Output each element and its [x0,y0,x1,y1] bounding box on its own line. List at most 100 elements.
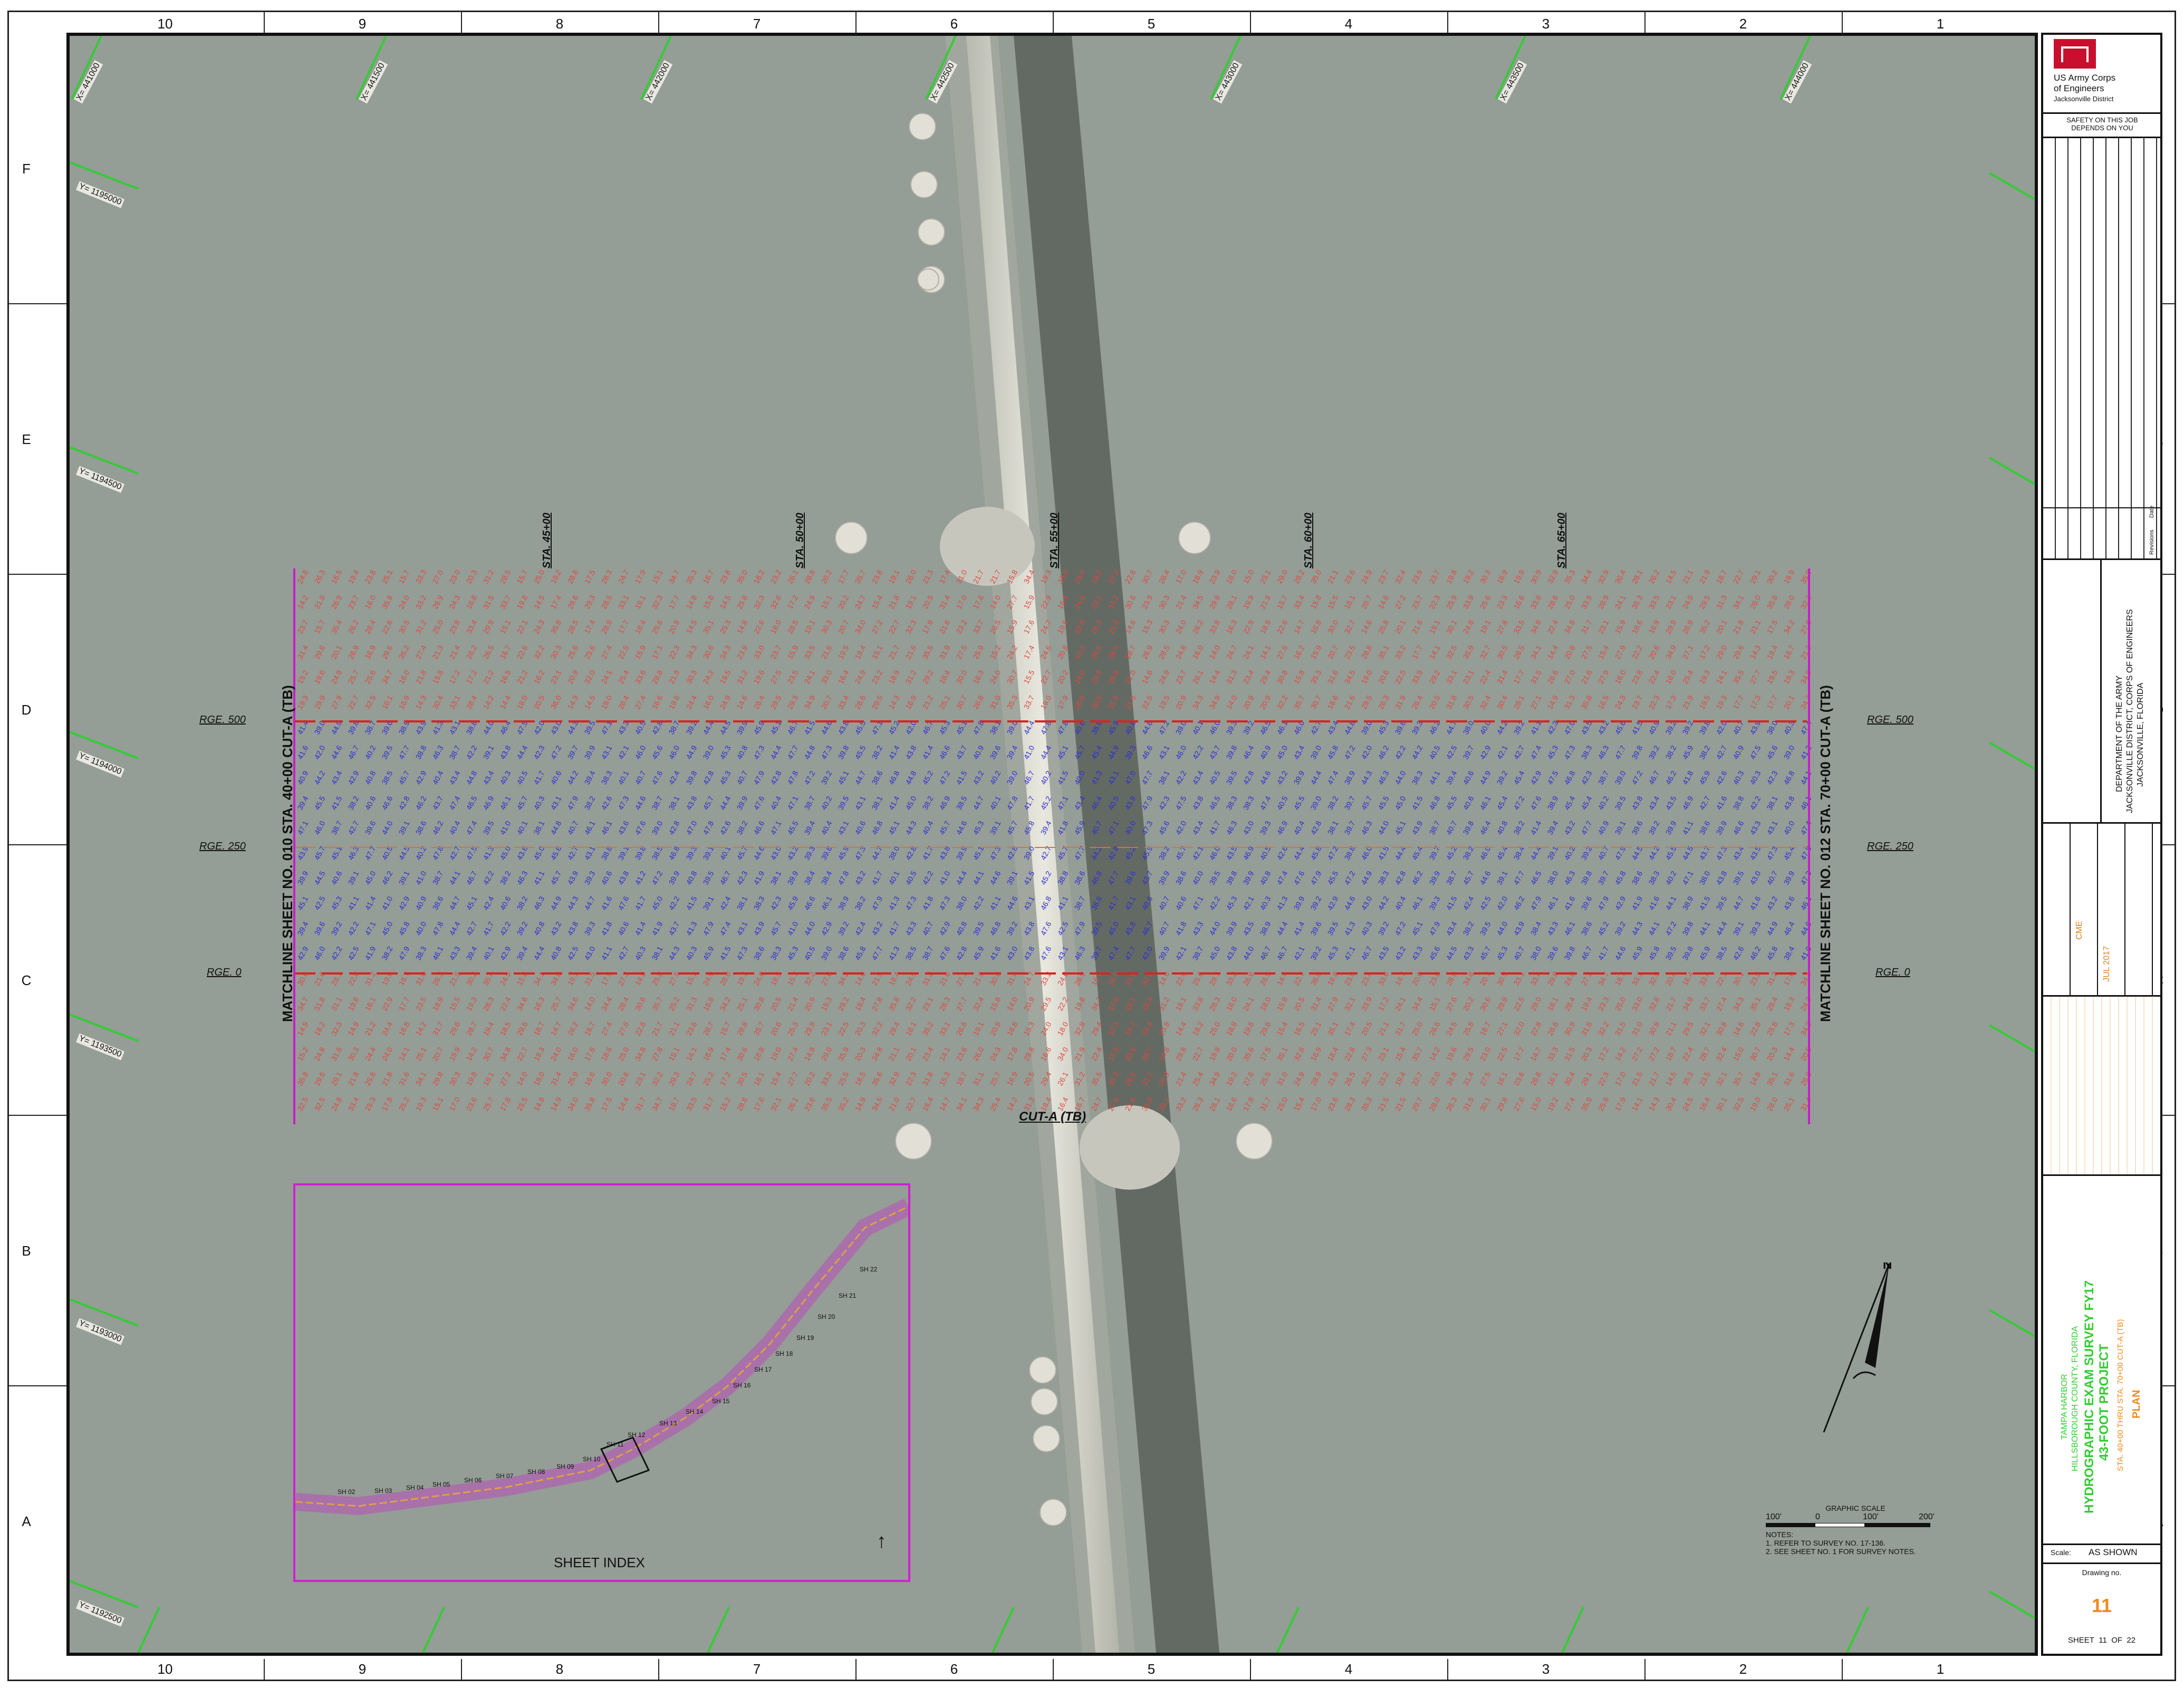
sounding: 38.0 [955,895,969,912]
sounding: 24.1 [1242,644,1256,661]
sounding: 45.6 [650,744,665,761]
sounding: 47.2 [1664,920,1678,937]
sounding: 27.5 [955,644,969,661]
station-label-65: STA. 65+00 [1556,513,1567,568]
sounding: 27.2 [870,619,884,635]
column-label: 6 [950,16,958,32]
sounding: 14.9 [532,1096,546,1113]
sounding: 35.1 [1748,996,1763,1012]
sounding: 23.6 [685,1020,699,1037]
sounding: 19.1 [1428,619,1442,635]
sounding: 25.0 [1613,996,1628,1012]
sounding: 43.2 [549,920,563,937]
sounding: 39.7 [1343,819,1357,836]
sounding: 47.6 [617,895,631,912]
sounding: 30.6 [701,644,716,661]
sounding: 29.3 [786,694,800,711]
sounding: 38.2 [735,819,749,836]
sheet-index-label: SH 20 [817,1313,835,1320]
sounding: 40.4 [820,819,834,836]
sounding: 25.0 [1208,1020,1222,1037]
sounding: 47.7 [397,744,411,761]
scale-tick-0: 100' [1766,1512,1782,1521]
sounding: 16.8 [1005,1020,1019,1037]
row-divider [2162,1115,2176,1116]
date-value: JUL 2017 [2102,946,2111,982]
sounding: 30.7 [1748,1046,1763,1063]
sounding: 39.2 [1647,819,1661,836]
sheet-index-label: SH 02 [338,1488,355,1496]
sounding: 32.2 [1360,1070,1374,1087]
channel-outline [295,1198,908,1516]
sounding: 27.3 [1360,1046,1374,1063]
range-label-left-500: RGE. 500 [199,714,246,726]
sounding: 39.7 [1343,795,1357,812]
sounding: 34.5 [1191,594,1205,611]
sounding: 30.4 [1613,568,1628,585]
north-arrow-icon: N [1823,1262,1892,1433]
grid-tick [1988,457,2035,485]
sounding: 44.0 [803,920,817,937]
sounding: 16.8 [1309,619,1323,635]
sounding: 23.6 [1326,1096,1340,1113]
sounding: 44.2 [566,769,580,786]
sounding: 28.4 [363,619,378,635]
grid-tick [1988,172,2035,200]
sounding: 47.7 [1613,744,1628,761]
sounding: 30.7 [955,694,969,711]
sounding: 35.0 [1799,568,1813,585]
sounding: 38.2 [583,795,597,812]
sounding: 22.8 [1343,1046,1357,1063]
sounding: 18.6 [1326,694,1340,711]
sounding: 38.9 [836,895,851,912]
sounding: 45.9 [1698,769,1712,786]
sounding: 43.0 [1005,945,1019,962]
sounding: 29.6 [380,644,395,661]
sounding: 33.5 [1647,594,1661,611]
sounding: 18.0 [532,1070,546,1087]
sounding: 18.4 [853,996,868,1012]
column-label: 9 [358,16,367,32]
sounding: 39.1 [397,870,411,886]
sounding: 30.1 [1715,1096,1729,1113]
sounding: 46.7 [1258,945,1273,962]
sounding: 41.0 [414,870,428,886]
sounding: 41.2 [1799,744,1813,761]
sounding: 19.8 [1242,1020,1256,1037]
sounding: 17.2 [1698,644,1712,661]
sounding: 19.8 [465,1070,479,1087]
sounding: 47.6 [938,945,952,962]
sounding: 15.7 [1275,594,1290,611]
sounding: 47.9 [1309,870,1323,886]
sounding: 15.0 [1242,568,1256,585]
sounding: 43.1 [735,920,749,937]
sounding: 33.1 [1445,669,1459,686]
sounding: 25.2 [701,1070,716,1087]
sounding: 24.9 [718,694,733,711]
range-line-250 [294,847,1807,848]
sounding: 41.9 [1630,895,1644,912]
sounding: 33.3 [414,568,428,585]
sounding: 31.6 [397,1070,411,1087]
sounding: 40.6 [498,895,513,912]
sounding: 35.3 [1563,568,1577,585]
sounding: 41.7 [1596,945,1611,962]
sounding: 23.0 [1478,1046,1493,1063]
sounding: 32.7 [1478,644,1493,661]
sounding: 38.9 [1546,795,1560,812]
sounding: 42.5 [566,945,580,962]
sounding: 35.8 [296,1070,310,1087]
sounding: 31.2 [735,669,749,686]
sounding: 15.4 [769,1070,783,1087]
sounding: 33.8 [1208,619,1222,635]
sounding: 26.2 [347,619,361,635]
sheet-index-label: SH 16 [733,1382,751,1389]
sounding: 29.9 [1664,619,1678,635]
sounding: 39.2 [1495,769,1509,786]
sounding: 47.1 [786,795,800,812]
sounding: 35.3 [1309,669,1323,686]
sheet-index-label: SH 11 [607,1441,624,1448]
sounding: 20.5 [769,996,783,1012]
sounding: 18.4 [633,619,648,635]
sounding: 25.3 [786,1020,800,1037]
